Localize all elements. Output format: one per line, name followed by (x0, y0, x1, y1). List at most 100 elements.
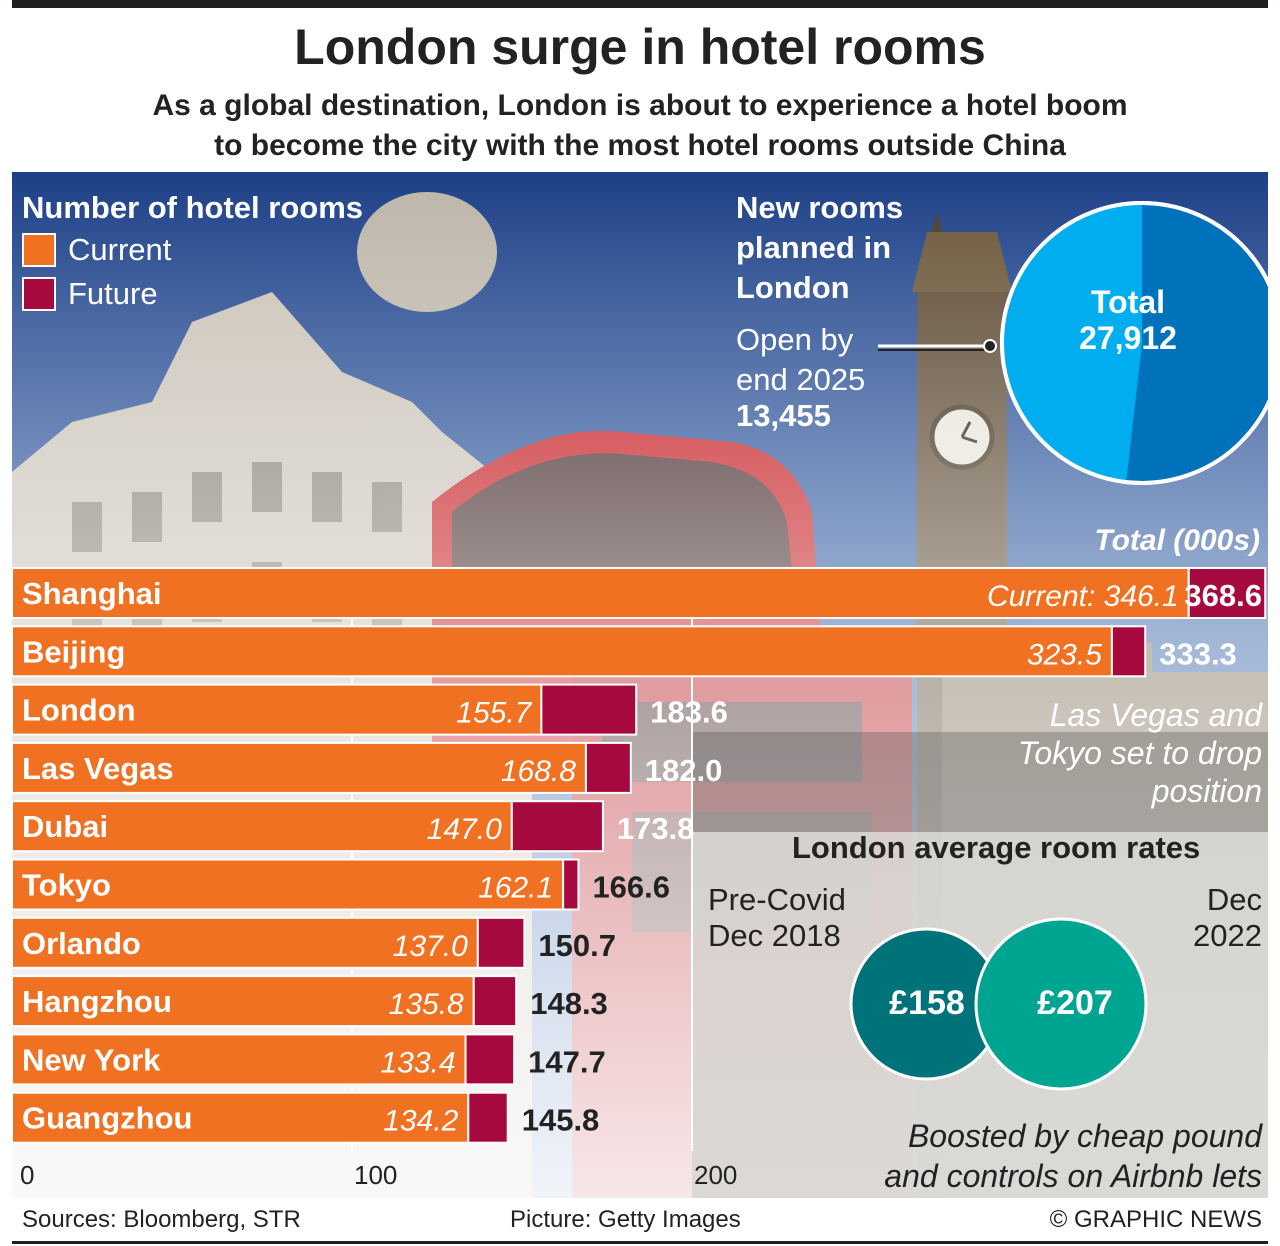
bar-category-label: Beijing (22, 634, 125, 669)
bar-total-value-label: 368.6 (1184, 578, 1262, 613)
pre-covid-label: Pre-Covid Dec 2018 (708, 882, 846, 954)
legend-title: Number of hotel rooms (22, 190, 364, 225)
open-by-line-1: Open by (736, 322, 854, 357)
bar-current-value-label: 168.8 (501, 755, 576, 788)
bar-category-label: Tokyo (22, 868, 111, 903)
boosted-line-2: and controls on Airbnb lets (884, 1158, 1262, 1194)
bar-current-value-label: 155.7 (456, 697, 532, 730)
chart-title: London surge in hotel rooms (294, 19, 986, 75)
bar-current-value-label: 162.1 (478, 872, 553, 905)
bar-total-value-label: 148.3 (530, 986, 608, 1021)
open-by-value: 13,455 (736, 398, 831, 433)
bar-category-label: New York (22, 1042, 161, 1077)
bar-current-shanghai (12, 567, 1190, 619)
bar-future-new-york (464, 1033, 516, 1086)
bar-current-value-label: 147.0 (427, 813, 502, 846)
legend-current: Current (22, 232, 171, 268)
pie-total-label: Total 27,912 (988, 284, 1268, 356)
bar-future-las-vegas (584, 741, 632, 794)
dec-2022-rate-value: £207 (1037, 984, 1113, 1022)
bar-total-value-label: 182.0 (645, 753, 723, 788)
chart-subtitle: As a global destination, London is about… (0, 86, 1280, 166)
bar-total-value-label: 166.6 (592, 870, 670, 905)
new-rooms-title-line-1: New rooms (736, 190, 904, 225)
note-line-1: Las Vegas and (1049, 697, 1262, 733)
bar-total-value-label: 150.7 (538, 928, 616, 963)
rates-title: London average room rates (792, 830, 1201, 865)
bar-current-new-york (12, 1033, 467, 1086)
bar-category-label: Orlando (22, 926, 141, 961)
note-line-2: Tokyo set to drop (1017, 735, 1262, 771)
bar-current-las-vegas (12, 741, 587, 794)
bar-total-value-label: 145.8 (522, 1103, 600, 1138)
bar-future-guangzhou (467, 1091, 509, 1144)
bar-total-value-label: 173.8 (617, 811, 695, 846)
bar-total-value-label: 147.7 (528, 1044, 606, 1079)
legend-future-label: Future (68, 276, 158, 311)
top-rule (12, 0, 1268, 8)
bar-total-value-label: 183.6 (650, 695, 728, 730)
bar-total-value-label: 333.3 (1159, 636, 1237, 671)
bar-future-hangzhou (472, 975, 518, 1028)
x-tick-0: 0 (20, 1160, 35, 1190)
dec-2022-line-2: 2022 (1193, 918, 1262, 953)
legend-current-swatch (22, 233, 56, 267)
bar-category-label: Shanghai (22, 576, 162, 611)
bar-current-value-label: Current: 346.1 (987, 580, 1179, 613)
bar-future-shanghai (1187, 567, 1267, 619)
boosted-line-1: Boosted by cheap pound (907, 1118, 1262, 1154)
bar-current-value-label: 133.4 (380, 1046, 455, 1079)
room-rates-circles (849, 917, 1148, 1091)
open-by-label: Open by end 2025 (736, 320, 865, 400)
bar-future-london (540, 683, 638, 736)
dec-2022-label: Dec 2022 (1193, 882, 1262, 954)
x-tick-200: 200 (694, 1160, 738, 1190)
bar-category-label: London (22, 693, 136, 728)
pie-leader-dot (983, 339, 997, 353)
pie-total-title: Total (1090, 284, 1166, 320)
bar-category-label: Las Vegas (22, 751, 174, 786)
footer-credit: © GRAPHIC NEWS (1049, 1206, 1262, 1233)
bar-future-orlando (476, 916, 526, 969)
new-rooms-title-line-3: London (736, 270, 850, 305)
new-rooms-title: New rooms planned in London (736, 188, 903, 308)
bar-total-header: Total (000s) (1094, 524, 1260, 557)
photo-panel: Shanghai Current: 346.1 368.6 Beijing 323.5 3… (12, 172, 1268, 1198)
bar-future-beijing (1110, 625, 1147, 678)
open-by-line-2: end 2025 (736, 362, 866, 397)
bar-current-value-label: 135.8 (389, 988, 464, 1021)
legend-future: Future (22, 276, 158, 312)
x-tick-100: 100 (354, 1160, 398, 1190)
bar-category-label: Hangzhou (22, 984, 172, 1019)
new-rooms-pie (878, 201, 1268, 485)
drop-position-note: Las Vegas and Tokyo set to drop position (1018, 696, 1262, 810)
footer-picture: Picture: Getty Images (510, 1206, 741, 1233)
bar-future-tokyo (562, 858, 580, 911)
bar-current-orlando (12, 916, 479, 969)
pre-covid-line-2: Dec 2018 (708, 918, 841, 953)
pie-total-value: 27,912 (1079, 320, 1177, 356)
subtitle-line-1: As a global destination, London is about… (152, 89, 1128, 122)
pre-covid-line-1: Pre-Covid (708, 882, 846, 917)
new-rooms-title-line-2: planned in (736, 230, 891, 265)
bar-category-label: Dubai (22, 809, 108, 844)
boosted-note: Boosted by cheap pound and controls on A… (884, 1116, 1262, 1196)
pie-open-slice (1001, 203, 1142, 483)
subtitle-line-2: to become the city with the most hotel r… (214, 129, 1066, 162)
note-line-3: position (1151, 773, 1262, 809)
bar-current-value-label: 134.2 (383, 1105, 458, 1138)
hotel-rooms-bar-chart: Shanghai Current: 346.1 368.6 Beijing 323.5 3… (12, 567, 1267, 1151)
bar-future-dubai (510, 800, 604, 853)
dec-2022-line-1: Dec (1206, 882, 1262, 917)
dec-2022-rate-circle (974, 917, 1148, 1091)
bar-current-value-label: 137.0 (393, 930, 468, 963)
pie-outline (1000, 201, 1268, 485)
bar-current-value-label: 323.5 (1027, 638, 1102, 671)
pre-covid-rate-value: £158 (889, 984, 965, 1022)
bottom-rule (12, 1241, 1268, 1244)
legend-future-swatch (22, 277, 56, 311)
bar-category-label: Guangzhou (22, 1101, 192, 1136)
footer-sources: Sources: Bloomberg, STR (22, 1206, 301, 1233)
bar-current-beijing (12, 625, 1113, 678)
legend-current-label: Current (68, 232, 172, 267)
